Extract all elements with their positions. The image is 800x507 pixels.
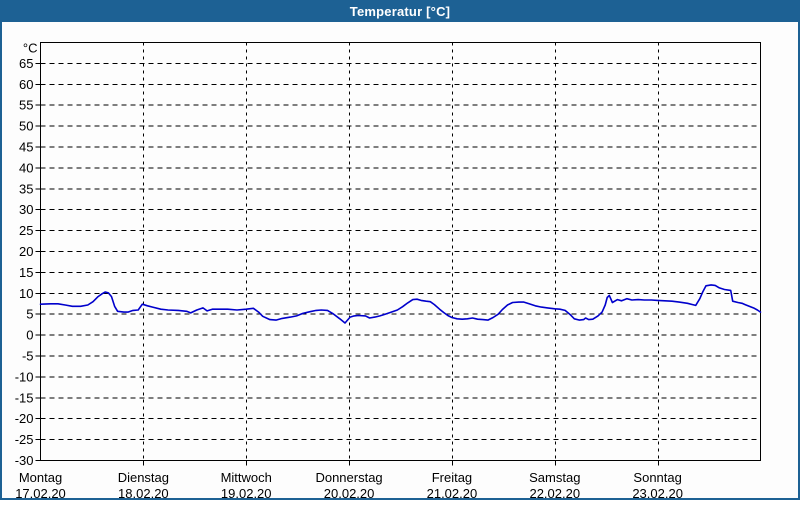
y-axis-tick-labels: 65605550454035302520151050-5-10-15-20-25… xyxy=(15,56,41,468)
window-titlebar[interactable]: Temperatur [°C] xyxy=(0,0,800,22)
date-label: 17.02.20 xyxy=(15,486,66,501)
y-axis-unit-label: °C xyxy=(23,41,38,56)
day-label: Samstag xyxy=(529,470,580,485)
window-title: Temperatur [°C] xyxy=(349,3,451,19)
svg-text:-25: -25 xyxy=(15,432,34,447)
day-label: Donnerstag xyxy=(315,470,382,485)
temperature-line xyxy=(39,284,762,324)
date-label: 23.02.20 xyxy=(632,486,683,501)
date-label: 21.02.20 xyxy=(427,486,478,501)
svg-text:-5: -5 xyxy=(22,349,34,364)
day-label: Mittwoch xyxy=(221,470,272,485)
day-label: Montag xyxy=(19,470,62,485)
svg-text:15: 15 xyxy=(19,265,33,280)
horizontal-gridlines xyxy=(40,62,761,441)
svg-text:-10: -10 xyxy=(15,369,34,384)
temperature-chart: 65605550454035302520151050-5-10-15-20-25… xyxy=(15,41,762,501)
svg-text:35: 35 xyxy=(19,181,33,196)
date-label: 20.02.20 xyxy=(324,486,375,501)
date-label: 18.02.20 xyxy=(118,486,169,501)
svg-text:-20: -20 xyxy=(15,411,34,426)
svg-text:50: 50 xyxy=(19,119,33,134)
day-label: Sonntag xyxy=(633,470,681,485)
svg-text:65: 65 xyxy=(19,56,33,71)
chart-client-area: 65 60 55 50 45 40 35 30 25 20 15 10 5 0 -5 -10 -15 -20 -25… xyxy=(0,22,800,502)
svg-text:-15: -15 xyxy=(15,390,34,405)
svg-text:5: 5 xyxy=(26,307,33,322)
svg-text:40: 40 xyxy=(19,160,33,175)
svg-text:10: 10 xyxy=(19,286,33,301)
svg-text:-30: -30 xyxy=(15,453,34,468)
date-label: 19.02.20 xyxy=(221,486,272,501)
day-label: Dienstag xyxy=(118,470,169,485)
svg-text:55: 55 xyxy=(19,98,33,113)
day-label: Freitag xyxy=(432,470,472,485)
svg-text:25: 25 xyxy=(19,223,33,238)
date-label: 22.02.20 xyxy=(529,486,580,501)
svg-text:45: 45 xyxy=(19,140,33,155)
svg-text:20: 20 xyxy=(19,244,33,259)
svg-text:60: 60 xyxy=(19,77,33,92)
svg-text:0: 0 xyxy=(26,328,33,343)
svg-text:30: 30 xyxy=(19,202,33,217)
